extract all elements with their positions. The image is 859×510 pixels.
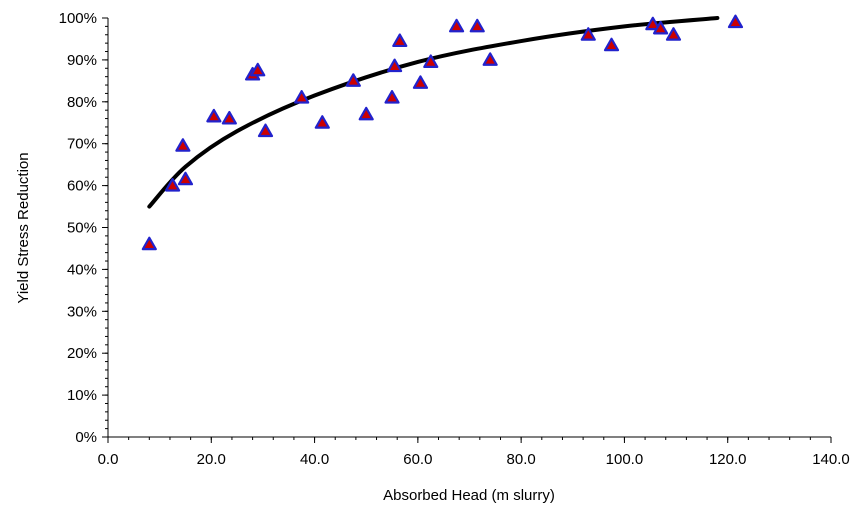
data-point — [384, 90, 400, 104]
y-tick-label: 100% — [59, 10, 97, 27]
y-tick-label: 60% — [67, 178, 97, 195]
data-point — [358, 106, 374, 121]
data-point — [221, 110, 237, 125]
data-point — [392, 33, 408, 48]
data-point — [141, 236, 157, 251]
data-point — [177, 171, 194, 186]
y-tick-label: 30% — [67, 303, 97, 320]
data-point — [665, 27, 682, 41]
data-point — [727, 14, 744, 29]
trendline — [147, 16, 720, 209]
data-point — [250, 62, 266, 77]
axis-labels: Absorbed Head (m slurry) Yield Stress Re… — [15, 152, 555, 504]
x-axis-title: Absorbed Head (m slurry) — [383, 487, 555, 504]
y-tick-label: 0% — [75, 429, 97, 446]
data-point — [412, 75, 429, 89]
trendline-curve — [147, 16, 720, 209]
y-tick-label: 10% — [67, 387, 97, 404]
data-point — [448, 18, 465, 33]
data-point — [206, 108, 222, 123]
data-point — [345, 73, 361, 87]
axes: 0.0 20.0 40.0 60.0 80.0 100.0 120.0 140.0 0% 10% 2… — [59, 10, 850, 468]
data-point — [580, 27, 596, 41]
x-tick-label: 140.0 — [812, 451, 850, 468]
y-tick-label: 20% — [67, 345, 97, 362]
y-tick-label: 90% — [67, 52, 97, 69]
y-tick-label: 80% — [67, 94, 97, 111]
data-point — [164, 178, 181, 192]
data-point — [257, 123, 274, 138]
y-tick-label: 50% — [67, 220, 97, 237]
data-point — [294, 90, 310, 104]
data-point — [175, 138, 191, 152]
data-point — [387, 58, 403, 73]
y-axis-title: Yield Stress Reduction — [15, 152, 32, 303]
data-points — [141, 14, 744, 251]
data-point — [652, 20, 669, 35]
data-point — [603, 37, 620, 52]
x-tick-label: 40.0 — [300, 451, 329, 468]
x-tick-label: 120.0 — [709, 451, 747, 468]
data-point — [482, 52, 498, 66]
data-point — [314, 115, 330, 129]
x-tick-label: 100.0 — [606, 451, 644, 468]
x-tick-label: 80.0 — [507, 451, 536, 468]
data-point — [423, 54, 439, 68]
x-tick-label: 60.0 — [403, 451, 432, 468]
x-tick-label: 20.0 — [197, 451, 226, 468]
data-point — [645, 16, 661, 31]
y-tick-label: 40% — [67, 261, 97, 278]
data-point — [469, 18, 485, 33]
y-tick-label: 70% — [67, 136, 97, 153]
x-tick-label: 0.0 — [98, 451, 119, 468]
